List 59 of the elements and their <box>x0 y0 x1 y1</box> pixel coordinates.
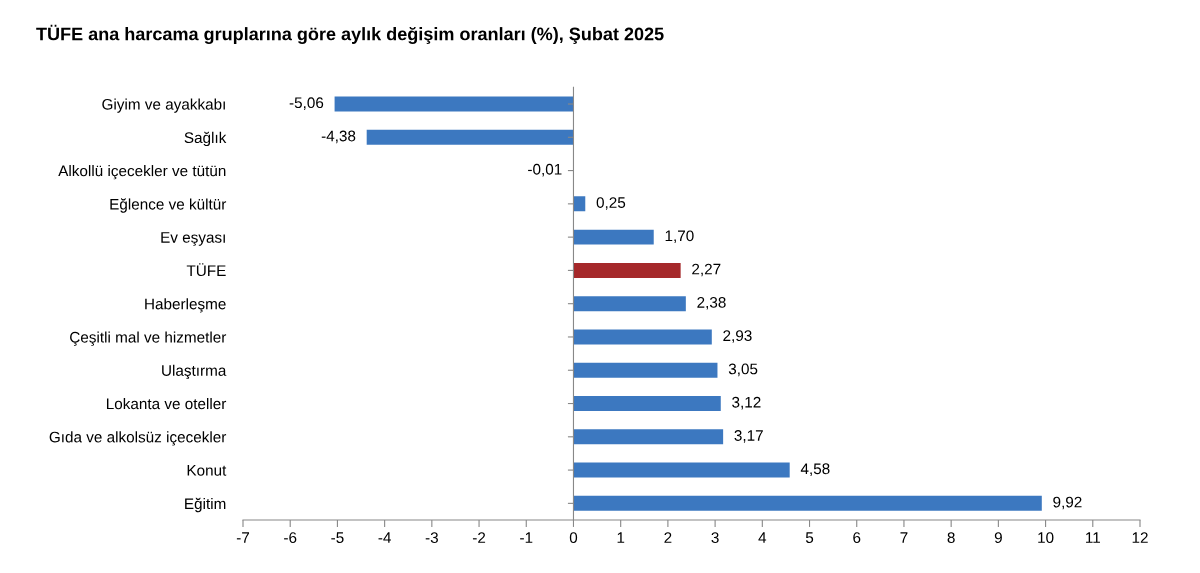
x-tick-label: 0 <box>569 532 578 544</box>
x-tick-label: 6 <box>853 532 861 544</box>
y-tick-label: Gıda ve alkolsüz içecekler <box>49 431 227 446</box>
x-tick-label: -6 <box>284 532 297 544</box>
x-tick-label: 9 <box>994 532 1002 544</box>
y-tick-label: Lokanta ve oteller <box>106 397 227 410</box>
bar <box>573 196 586 212</box>
x-tick-label: -2 <box>472 532 486 543</box>
y-tick-label: Sağlık <box>184 131 227 147</box>
data-label: -5,06 <box>289 97 324 110</box>
x-tick-label: 10 <box>1038 532 1054 544</box>
data-label: -4,38 <box>321 130 356 144</box>
bar <box>573 229 654 245</box>
x-tick-label: 5 <box>805 532 814 544</box>
y-tick-label: Konut <box>187 465 227 476</box>
y-tick-label: Eğitim <box>185 497 226 513</box>
bar <box>334 96 574 112</box>
bar <box>573 362 718 378</box>
data-label: 0,25 <box>596 197 626 210</box>
bar <box>573 396 721 412</box>
x-tick-label: 12 <box>1132 532 1148 543</box>
x-tick-label: 7 <box>900 532 908 543</box>
x-tick-label: 8 <box>947 532 955 544</box>
y-tick-label: Alkollü içecekler ve tütün <box>58 165 226 180</box>
y-tick-label: Haberleşme <box>145 298 226 313</box>
data-label: 1,70 <box>665 230 694 244</box>
x-tick-label: 11 <box>1086 532 1100 543</box>
data-label: 2,38 <box>697 296 726 310</box>
x-tick-label: -5 <box>331 532 344 544</box>
bar <box>573 262 681 278</box>
chart-title: TÜFE ana harcama gruplarına göre aylık değişim oranları (%), Şubat 2025 <box>36 24 664 44</box>
x-tick-label: -4 <box>378 532 391 543</box>
bar <box>573 296 686 312</box>
data-label: -0,01 <box>528 163 562 177</box>
data-label: 2,93 <box>723 330 752 343</box>
y-tick-label: Ev eşyası <box>161 232 225 246</box>
x-tick-label: 2 <box>664 532 672 543</box>
y-tick-label: TÜFE <box>186 263 226 277</box>
y-tick-label: Çeşitli mal ve hizmetler <box>70 331 227 346</box>
x-tick-label: -7 <box>236 532 250 543</box>
x-tick-label: -1 <box>520 532 533 543</box>
y-tick-label: Ulaştırma <box>162 364 227 380</box>
data-label: 3,17 <box>734 430 763 443</box>
y-tick-label: Eğlence ve kültür <box>110 198 227 213</box>
x-tick-label: 1 <box>617 532 625 543</box>
x-tick-label: 4 <box>758 532 767 543</box>
bar <box>573 495 1042 511</box>
data-label: 3,12 <box>732 396 761 410</box>
x-tick-label: 3 <box>711 532 719 544</box>
y-tick-label: Giyim ve ayakkabı <box>102 98 225 113</box>
bar <box>573 462 790 478</box>
x-tick-label: -3 <box>425 532 438 544</box>
data-label: 3,05 <box>728 363 758 377</box>
bar <box>573 429 724 445</box>
data-label: 4,58 <box>800 463 830 476</box>
data-label: 9,92 <box>1053 496 1082 510</box>
data-label: 2,27 <box>692 263 721 277</box>
bar <box>573 329 712 345</box>
bar <box>366 129 574 145</box>
